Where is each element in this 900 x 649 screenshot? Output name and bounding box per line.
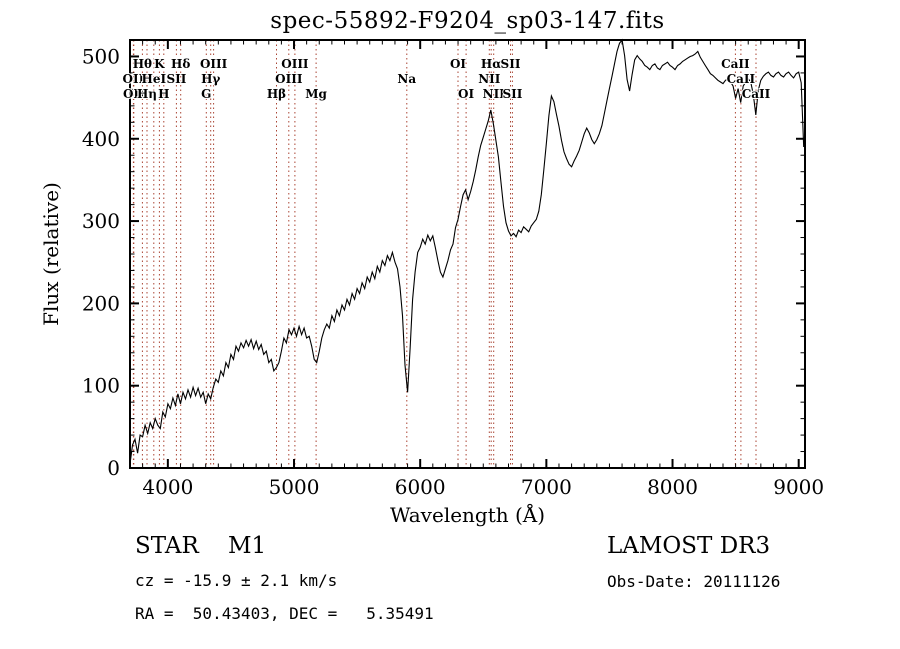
svg-text:400: 400 bbox=[82, 127, 120, 151]
spectral-feature-labels: OIIOIIHθHηHeIKHSIIHδGHγOIIIHβOIIIOIIIMgN… bbox=[122, 56, 772, 102]
svg-text:Flux (relative): Flux (relative) bbox=[39, 182, 63, 326]
svg-text:7000: 7000 bbox=[521, 475, 572, 499]
svg-text:NII: NII bbox=[478, 72, 501, 86]
svg-text:OI: OI bbox=[450, 57, 466, 71]
svg-text:SII: SII bbox=[501, 57, 521, 71]
svg-text:CaII: CaII bbox=[727, 72, 756, 86]
svg-text:Hα: Hα bbox=[481, 57, 502, 71]
spectrum-series bbox=[129, 38, 805, 464]
svg-text:200: 200 bbox=[82, 291, 120, 315]
svg-text:300: 300 bbox=[82, 209, 120, 233]
svg-text:OII: OII bbox=[123, 72, 145, 86]
y-tick-labels: 0 100 200 300 400 500 bbox=[82, 44, 120, 480]
svg-text:6000: 6000 bbox=[395, 475, 446, 499]
radial-velocity-text: cz = -15.9 ± 2.1 km/s bbox=[135, 571, 338, 590]
svg-text:Wavelength (Å): Wavelength (Å) bbox=[390, 502, 545, 527]
svg-text:8000: 8000 bbox=[647, 475, 698, 499]
svg-text:Na: Na bbox=[397, 72, 416, 86]
svg-text:G: G bbox=[201, 87, 211, 101]
svg-text:CaII: CaII bbox=[742, 87, 771, 101]
svg-text:Hβ: Hβ bbox=[267, 87, 286, 101]
svg-text:0: 0 bbox=[107, 456, 120, 480]
axes bbox=[129, 39, 806, 469]
svg-text:4000: 4000 bbox=[142, 475, 193, 499]
svg-text:OI: OI bbox=[458, 87, 474, 101]
svg-text:Hθ: Hθ bbox=[133, 57, 152, 71]
plot-title: spec-55892-F9204_sp03-147.fits bbox=[270, 8, 665, 34]
axis-titles: Wavelength (Å) Flux (relative) bbox=[39, 182, 545, 527]
spectral-feature-lines bbox=[132, 40, 757, 468]
svg-text:SII: SII bbox=[502, 87, 522, 101]
obs-date-text: Obs-Date: 20111126 bbox=[607, 572, 781, 591]
svg-text:OII: OII bbox=[123, 87, 145, 101]
svg-text:SII: SII bbox=[166, 72, 186, 86]
svg-text:HeI: HeI bbox=[142, 72, 167, 86]
svg-text:CaII: CaII bbox=[721, 57, 750, 71]
svg-text:Hη: Hη bbox=[137, 87, 157, 101]
spectrum-plot: 4000 5000 6000 7000 8000 9000 0 100 200 300 400 500… bbox=[39, 38, 824, 527]
svg-text:OIII: OIII bbox=[281, 57, 309, 71]
survey-name-text: LAMOST DR3 bbox=[607, 533, 771, 559]
svg-text:OIII: OIII bbox=[200, 57, 228, 71]
svg-text:Mg: Mg bbox=[305, 87, 327, 101]
x-tick-labels: 4000 5000 6000 7000 8000 9000 bbox=[142, 475, 824, 499]
svg-text:H: H bbox=[158, 87, 169, 101]
svg-text:9000: 9000 bbox=[773, 475, 824, 499]
classification-text: STAR M1 bbox=[135, 533, 267, 559]
svg-text:Hγ: Hγ bbox=[201, 72, 220, 86]
svg-text:100: 100 bbox=[82, 374, 120, 398]
svg-text:OIII: OIII bbox=[275, 72, 303, 86]
svg-text:NII: NII bbox=[483, 87, 506, 101]
svg-text:K: K bbox=[154, 57, 165, 71]
coordinates-text: RA = 50.43403, DEC = 5.35491 bbox=[135, 604, 434, 623]
svg-text:Hδ: Hδ bbox=[171, 57, 190, 71]
svg-text:5000: 5000 bbox=[269, 475, 320, 499]
svg-text:500: 500 bbox=[82, 44, 120, 68]
